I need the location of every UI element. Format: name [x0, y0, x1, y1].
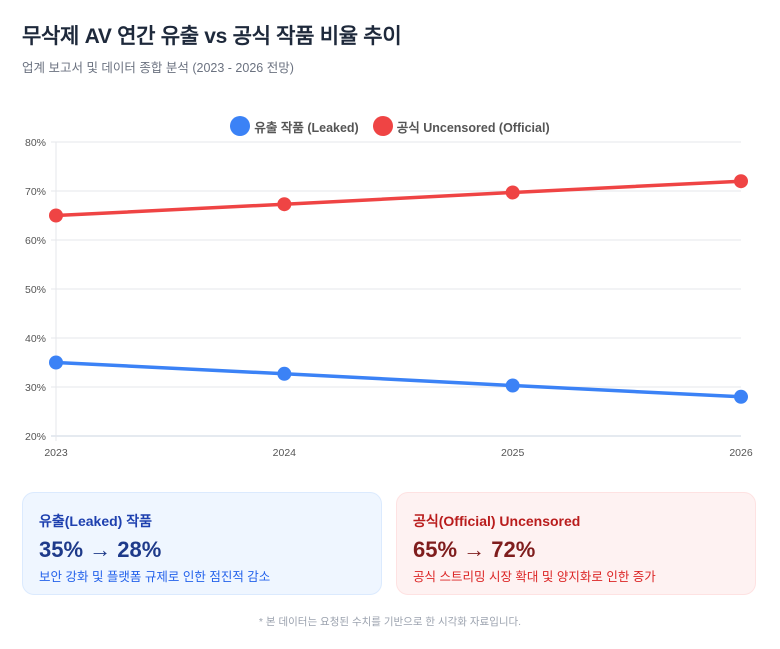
- legend-label: 유출 작품 (Leaked): [254, 120, 359, 135]
- line-chart: 20% 30% 40% 50% 60% 70% 80% 2023 2024 2025 2026: [25, 137, 753, 459]
- page-title: 무삭제 AV 연간 유출 vs 공식 작품 비율 추이: [22, 25, 402, 48]
- data-point[interactable]: [49, 208, 63, 223]
- x-tick-label: 2023: [44, 447, 68, 459]
- x-tick-label: 2026: [729, 447, 753, 459]
- y-tick-label: 80%: [25, 137, 46, 149]
- legend-label: 공식 Uncensored (Official): [396, 120, 550, 135]
- y-tick-label: 40%: [25, 333, 46, 345]
- card-description: 보안 강화 및 플랫폼 규제로 인한 점진적 감소: [39, 570, 271, 584]
- data-point[interactable]: [277, 197, 292, 212]
- chart-legend: 유출 작품 (Leaked) 공식 Uncensored (Official): [0, 116, 780, 136]
- data-point[interactable]: [505, 185, 520, 200]
- data-point[interactable]: [277, 366, 292, 381]
- card-description: 공식 스트리밍 시장 확대 및 양지화로 인한 증가: [413, 570, 656, 584]
- card-title: 유출(Leaked) 작품: [39, 513, 152, 529]
- data-point[interactable]: [505, 378, 520, 393]
- data-point[interactable]: [49, 355, 63, 370]
- x-tick-label: 2024: [273, 447, 297, 459]
- legend-dot-icon: [230, 116, 251, 136]
- y-tick-label: 50%: [25, 284, 46, 296]
- legend-dot-icon: [372, 116, 393, 136]
- legend-item-leaked[interactable]: 유출 작품 (Leaked): [230, 116, 359, 136]
- legend-item-official[interactable]: 공식 Uncensored (Official): [372, 116, 550, 136]
- data-point[interactable]: [734, 389, 748, 404]
- card-value: 35% → 28%: [39, 537, 162, 562]
- page-subtitle: 업계 보고서 및 데이터 종합 분석 (2023 - 2026 전망): [22, 61, 294, 75]
- card-value: 65% → 72%: [413, 537, 536, 562]
- footnote: * 본 데이터는 요청된 수치를 기반으로 한 시각화 자료입니다.: [258, 616, 522, 628]
- x-tick-label: 2025: [501, 447, 525, 459]
- y-tick-label: 30%: [25, 382, 46, 394]
- card-title: 공식(Official) Uncensored: [413, 513, 581, 529]
- data-point[interactable]: [734, 174, 748, 189]
- y-tick-label: 70%: [25, 186, 46, 198]
- y-tick-label: 60%: [25, 235, 46, 247]
- series-line: [55, 360, 742, 399]
- y-tick-label: 20%: [25, 431, 46, 443]
- official-summary-card: 공식(Official) Uncensored 65% → 72% 공식 스트리…: [396, 492, 756, 595]
- leaked-summary-card: 유출(Leaked) 작품 35% → 28% 보안 강화 및 플랫폼 규제로 …: [22, 492, 382, 595]
- series-line: [55, 179, 742, 218]
